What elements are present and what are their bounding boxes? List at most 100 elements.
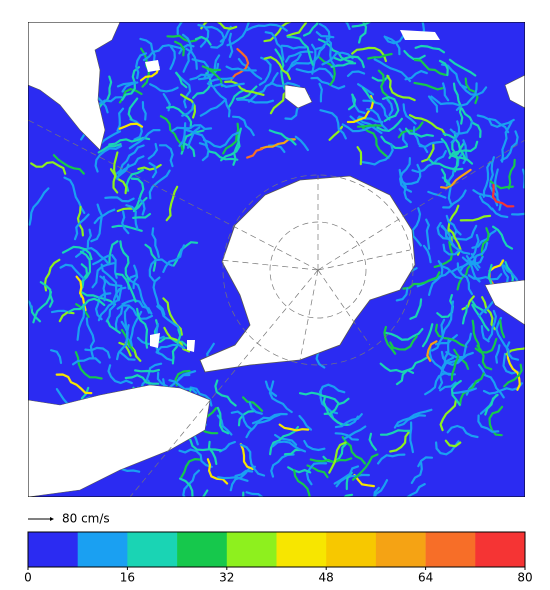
current-streak (86, 228, 92, 248)
current-streak (343, 493, 354, 497)
current-streak (207, 440, 218, 465)
current-streak (309, 457, 353, 464)
current-streak (263, 22, 293, 43)
island (187, 340, 195, 352)
current-streak (428, 158, 464, 171)
current-streak (114, 144, 145, 176)
current-streak (135, 52, 148, 80)
current-streak (268, 129, 297, 146)
current-streak (245, 413, 281, 439)
current-streak (287, 466, 312, 474)
current-streak (241, 507, 257, 511)
current-streak (234, 469, 254, 477)
current-streak (74, 351, 103, 380)
current-streak (182, 142, 196, 158)
current-streak (403, 50, 426, 61)
current-streak (222, 122, 240, 155)
current-streak (239, 443, 266, 477)
colorbar-swatch (475, 532, 526, 567)
current-streak (224, 80, 265, 96)
current-streak (430, 95, 460, 107)
current-streak (366, 108, 388, 131)
current-streak (236, 98, 275, 104)
current-streak (404, 69, 428, 81)
current-streak (183, 128, 208, 148)
current-streak (317, 2, 331, 13)
current-streak (480, 325, 490, 343)
current-streak (357, 83, 375, 96)
current-streak (539, 301, 550, 308)
current-streak (381, 95, 400, 123)
current-streak (303, 439, 326, 452)
current-streak (112, 151, 119, 194)
current-streak (175, 71, 188, 89)
current-streak (506, 350, 521, 391)
current-streak (344, 22, 351, 30)
current-streak (116, 155, 145, 180)
current-streak (121, 66, 140, 101)
current-streak (446, 424, 479, 439)
current-streak (208, 150, 239, 161)
current-streak (413, 81, 445, 91)
current-streak (200, 22, 238, 30)
current-streak (487, 309, 498, 341)
current-streak (206, 82, 231, 118)
current-streak (158, 144, 174, 168)
current-streak (507, 158, 516, 190)
current-streak (137, 163, 162, 171)
antarctica (199, 175, 416, 373)
current-streak (346, 95, 375, 124)
current-streak (30, 305, 42, 323)
current-streak (286, 35, 314, 66)
current-streak (362, 87, 376, 103)
current-streak (118, 350, 136, 361)
current-streak (155, 343, 186, 353)
current-streak (201, 65, 222, 72)
current-streak (58, 311, 75, 323)
current-streak (477, 414, 500, 433)
current-streak (30, 161, 67, 175)
current-streak (500, 130, 519, 162)
current-streak (383, 325, 397, 355)
current-streak (264, 380, 278, 397)
current-streak (52, 154, 85, 175)
colorbar-frame (27, 531, 526, 568)
current-streak (446, 332, 472, 364)
graticule (28, 119, 525, 497)
current-streak (264, 31, 285, 61)
current-streak (94, 144, 123, 173)
current-streak (482, 161, 492, 198)
current-streak (503, 363, 523, 388)
current-streak (445, 351, 465, 359)
colorbar-swatch (127, 532, 178, 567)
current-streak (199, 98, 227, 117)
current-streak (124, 374, 160, 385)
current-streak (471, 303, 490, 332)
current-streak (147, 142, 159, 160)
current-streak (246, 147, 264, 159)
current-streak (456, 262, 474, 296)
current-streak (465, 255, 481, 269)
current-streak (362, 99, 391, 121)
current-streak (235, 85, 258, 100)
current-streak (542, 192, 550, 226)
current-streak (343, 425, 367, 440)
current-streak (171, 328, 182, 365)
current-streak (98, 130, 122, 146)
current-streak (61, 245, 93, 261)
current-streak (467, 273, 503, 281)
current-streak (92, 254, 110, 266)
current-streak (471, 319, 481, 351)
current-streak (453, 224, 478, 241)
current-streak (455, 82, 478, 112)
current-streak (116, 304, 153, 320)
current-streak (276, 511, 308, 523)
current-streak (132, 264, 139, 290)
current-streak (323, 397, 350, 415)
current-streak (494, 344, 501, 364)
current-streak (383, 35, 405, 45)
current-streak (441, 224, 456, 247)
current-streak (269, 425, 300, 456)
current-streak (178, 448, 213, 468)
current-streak (409, 421, 414, 454)
